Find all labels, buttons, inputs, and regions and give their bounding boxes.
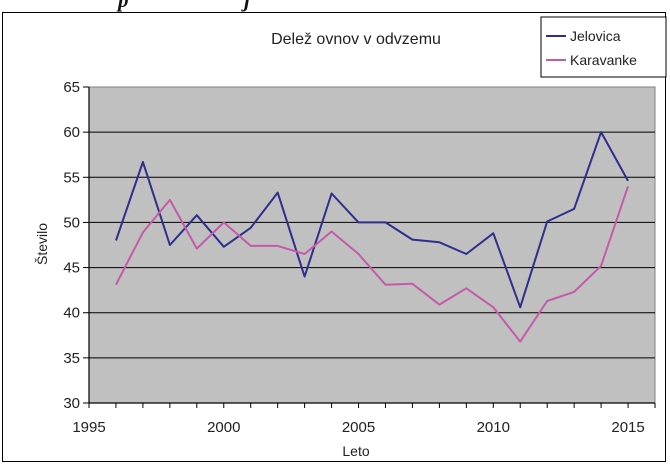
series-line-karavanke (115, 185, 629, 343)
legend-box (540, 16, 667, 78)
x-tick-label-2015: 2015 (611, 419, 644, 436)
x-tick-label-2005: 2005 (342, 419, 375, 436)
series-line-jelovica (115, 131, 629, 309)
y-tick-label-45: 45 (63, 260, 80, 277)
y-tick-label-65: 65 (63, 79, 80, 96)
x-tick-label-2010: 2010 (477, 419, 510, 436)
legend-label-jelovica: Jelovica (570, 28, 621, 44)
x-axis-title: Leto (342, 443, 369, 459)
legend: Jelovica Karavanke (540, 16, 667, 78)
plot-area (88, 86, 656, 404)
y-tick-label-30: 30 (63, 395, 80, 412)
x-tick-label-1995: 1995 (72, 419, 105, 436)
chart-title: Delež ovnov v odvzemu (271, 31, 441, 48)
grid-lines (89, 131, 655, 359)
y-tick-label-40: 40 (63, 305, 80, 322)
y-tick-label-35: 35 (63, 350, 80, 367)
y-axis-title: Število (34, 223, 50, 265)
x-tick-label-2000: 2000 (207, 419, 240, 436)
caption-fragment: p j (0, 0, 670, 12)
legend-label-karavanke: Karavanke (570, 52, 637, 68)
series-lines (115, 131, 629, 343)
tick-labels: 30 35 40 45 50 55 60 65 1995 2000 2005 2010 2015 (63, 79, 644, 436)
y-tick-label-60: 60 (63, 124, 80, 141)
caption-text: p j (118, 0, 250, 12)
axes (83, 86, 656, 408)
y-tick-label-50: 50 (63, 214, 80, 231)
y-tick-label-55: 55 (63, 169, 80, 186)
